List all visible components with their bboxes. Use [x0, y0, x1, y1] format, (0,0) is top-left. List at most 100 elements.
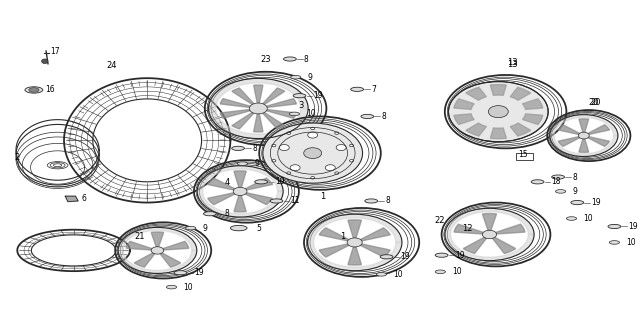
Polygon shape [134, 253, 155, 267]
Text: 4: 4 [225, 178, 230, 187]
Text: 8: 8 [385, 197, 390, 205]
Polygon shape [319, 228, 349, 241]
Text: 11: 11 [291, 197, 300, 205]
Text: 9: 9 [254, 159, 259, 168]
Polygon shape [126, 241, 152, 250]
Text: 5: 5 [256, 224, 261, 233]
Ellipse shape [335, 132, 339, 134]
Text: 21: 21 [134, 232, 145, 241]
Polygon shape [232, 112, 254, 129]
Polygon shape [17, 230, 130, 271]
Ellipse shape [531, 180, 544, 184]
Text: 6: 6 [82, 194, 87, 203]
Ellipse shape [349, 144, 353, 147]
Ellipse shape [552, 175, 564, 179]
Ellipse shape [609, 241, 620, 244]
Ellipse shape [365, 199, 378, 203]
Ellipse shape [571, 201, 584, 205]
Polygon shape [307, 214, 402, 271]
Ellipse shape [250, 103, 268, 114]
Ellipse shape [376, 272, 387, 276]
Polygon shape [490, 85, 506, 95]
Polygon shape [466, 87, 486, 100]
Ellipse shape [325, 165, 335, 171]
Ellipse shape [166, 285, 177, 289]
Polygon shape [588, 125, 609, 134]
Text: 9: 9 [307, 73, 312, 82]
Polygon shape [360, 228, 390, 241]
Ellipse shape [151, 247, 164, 254]
Text: 7: 7 [371, 85, 376, 94]
Text: 3: 3 [298, 101, 303, 110]
Text: 1: 1 [321, 192, 326, 201]
Ellipse shape [566, 217, 577, 220]
Polygon shape [266, 99, 296, 108]
Text: 24: 24 [107, 61, 117, 70]
Polygon shape [266, 109, 296, 118]
Text: 9: 9 [572, 187, 577, 196]
Ellipse shape [351, 87, 364, 92]
Text: 10: 10 [183, 283, 193, 292]
Polygon shape [163, 241, 189, 250]
Text: 1: 1 [340, 232, 345, 241]
Text: 19: 19 [628, 222, 638, 231]
Polygon shape [118, 227, 197, 273]
Text: 9: 9 [202, 224, 207, 233]
Text: 15: 15 [518, 150, 528, 159]
Ellipse shape [336, 145, 346, 151]
Ellipse shape [449, 82, 548, 142]
Ellipse shape [556, 189, 566, 193]
Polygon shape [510, 87, 531, 100]
Text: 10: 10 [583, 214, 593, 223]
Polygon shape [319, 244, 349, 257]
Text: 17: 17 [50, 47, 60, 56]
Ellipse shape [29, 88, 39, 92]
Polygon shape [262, 88, 285, 105]
Ellipse shape [290, 165, 300, 171]
Ellipse shape [347, 238, 362, 247]
Ellipse shape [263, 123, 362, 183]
Text: 10: 10 [393, 270, 403, 279]
Polygon shape [220, 109, 250, 118]
Polygon shape [510, 123, 531, 136]
Polygon shape [579, 139, 589, 152]
Ellipse shape [272, 160, 276, 162]
Polygon shape [208, 193, 235, 205]
Polygon shape [348, 247, 362, 265]
Polygon shape [245, 178, 273, 190]
Polygon shape [466, 123, 486, 136]
Ellipse shape [435, 253, 448, 257]
Ellipse shape [232, 146, 244, 150]
Ellipse shape [483, 230, 497, 239]
Ellipse shape [230, 226, 247, 231]
Ellipse shape [42, 59, 48, 63]
Ellipse shape [579, 132, 589, 139]
Text: 16: 16 [45, 85, 54, 94]
Text: 8: 8 [381, 112, 386, 121]
Ellipse shape [488, 106, 508, 118]
Ellipse shape [287, 132, 291, 134]
Ellipse shape [291, 75, 301, 79]
Text: 13: 13 [507, 58, 517, 67]
Text: 19: 19 [401, 252, 410, 261]
Text: 23: 23 [260, 55, 271, 64]
Polygon shape [445, 208, 534, 261]
Polygon shape [454, 99, 474, 109]
Text: 20: 20 [590, 98, 600, 107]
Text: 10: 10 [306, 109, 316, 118]
Text: 19: 19 [195, 268, 204, 277]
Text: 8: 8 [252, 144, 257, 153]
Ellipse shape [308, 132, 317, 138]
Ellipse shape [293, 94, 306, 98]
Ellipse shape [174, 271, 187, 275]
Text: 10: 10 [452, 267, 461, 276]
Text: 10: 10 [626, 238, 636, 247]
Polygon shape [490, 128, 506, 139]
Ellipse shape [279, 145, 289, 151]
Polygon shape [234, 196, 246, 212]
Polygon shape [522, 114, 543, 124]
Text: 12: 12 [462, 224, 472, 233]
Ellipse shape [186, 226, 196, 230]
Polygon shape [522, 99, 543, 109]
Polygon shape [550, 115, 618, 157]
